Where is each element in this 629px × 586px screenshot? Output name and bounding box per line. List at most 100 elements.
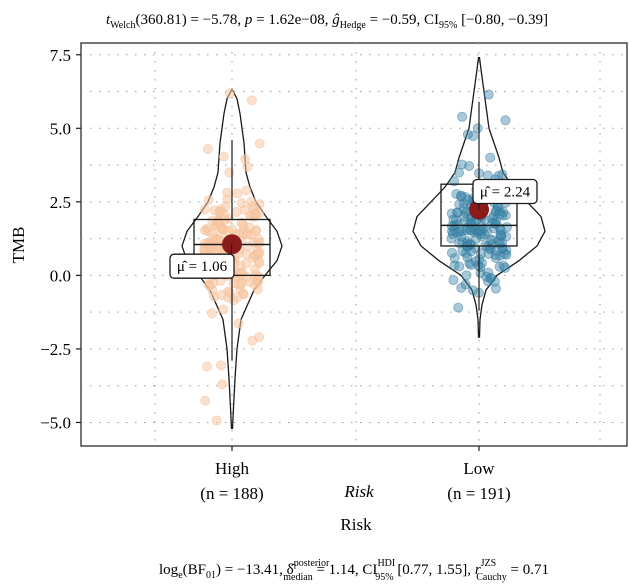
y-tick-label: −2.5: [40, 340, 71, 359]
point-low: [467, 285, 478, 296]
y-tick-label: 0.0: [50, 266, 71, 285]
point-high: [216, 360, 227, 371]
point-high: [207, 308, 218, 319]
point-high: [200, 395, 211, 406]
point-high: [236, 269, 247, 280]
point-high: [199, 204, 210, 215]
point-high: [254, 258, 265, 269]
point-low: [466, 246, 477, 257]
point-high: [202, 143, 213, 154]
x-axis: High (n = 188) Low (n = 191): [200, 446, 511, 503]
point-high: [207, 285, 218, 296]
mean-label-high: μ̂ = 1.06: [177, 259, 228, 275]
point-low: [451, 189, 462, 200]
x-tick-count: (n = 191): [447, 484, 510, 503]
point-low: [490, 253, 501, 264]
point-high: [241, 185, 252, 196]
mean-label-box: [169, 253, 235, 279]
point-high: [211, 415, 222, 426]
point-high: [253, 234, 264, 245]
point-high: [233, 318, 244, 329]
point-high: [223, 286, 234, 297]
x-axis-label: Risk: [340, 515, 372, 534]
point-high: [218, 151, 229, 162]
mean-markers: μ̂ = 1.06 μ̂ = 2.24: [169, 178, 538, 279]
point-high: [222, 187, 233, 198]
violin-low: [412, 57, 546, 338]
mean-label-low: μ̂ = 2.24: [480, 184, 531, 200]
point-high: [246, 196, 257, 207]
point-low: [462, 252, 473, 263]
point-high: [253, 275, 264, 286]
point-low: [461, 270, 472, 281]
point-low: [482, 226, 493, 237]
point-low: [495, 229, 506, 240]
point-high: [231, 206, 242, 217]
point-low: [453, 302, 464, 313]
y-axis: −5.0 −2.5 0.0 2.5 5.0 7.5: [40, 46, 81, 432]
point-high: [241, 258, 252, 269]
point-high: [205, 241, 216, 252]
point-low: [490, 283, 501, 294]
point-high: [250, 209, 261, 220]
x-tick-count: (n = 188): [200, 484, 263, 503]
point-low: [462, 129, 473, 140]
point-low: [483, 89, 494, 100]
point-low: [500, 115, 511, 126]
point-low: [465, 225, 476, 236]
mean-label-box: [472, 178, 538, 205]
y-tick-label: 2.5: [50, 193, 71, 212]
point-low: [476, 258, 487, 269]
point-high: [202, 226, 213, 237]
point-low: [487, 218, 498, 229]
point-high: [224, 88, 235, 99]
point-low: [456, 282, 467, 293]
y-tick-label: 5.0: [50, 119, 71, 138]
chart-subtitle: tWelch(360.81) = −5.78, p = 1.62e−08, ĝ…: [106, 12, 548, 31]
point-low: [497, 237, 508, 248]
point-low: [494, 209, 505, 220]
point-low: [465, 239, 476, 250]
point-low: [483, 267, 494, 278]
point-high: [228, 295, 239, 306]
point-low: [446, 247, 457, 258]
point-low: [458, 203, 469, 214]
point-low: [454, 261, 465, 272]
y-tick-label: 7.5: [50, 46, 71, 65]
point-low: [500, 262, 511, 273]
y-axis-label: TMB: [9, 227, 28, 264]
point-high: [209, 205, 220, 216]
chart-caption: loge(BF01) = −13.41, δ̂posterior median =…: [159, 558, 549, 583]
point-low: [475, 228, 486, 239]
point-high: [246, 95, 257, 106]
x-tick-label: High: [215, 459, 250, 478]
point-low: [454, 167, 465, 178]
point-high: [240, 154, 251, 165]
point-high: [201, 361, 212, 372]
x-tick-label: Low: [463, 459, 495, 478]
point-low: [448, 275, 459, 286]
point-low: [452, 228, 463, 239]
plot-panel: [80, 42, 628, 447]
point-low: [472, 123, 483, 134]
point-low: [485, 152, 496, 163]
point-low: [495, 225, 506, 236]
point-low: [491, 245, 502, 256]
point-high: [244, 222, 255, 233]
point-low: [460, 248, 471, 259]
point-high: [254, 332, 265, 343]
point-high: [236, 198, 247, 209]
point-low: [456, 231, 467, 242]
point-low: [485, 235, 496, 246]
point-high: [217, 379, 228, 390]
point-low: [449, 253, 460, 264]
point-high: [254, 138, 265, 149]
x-axis-inner-label: Risk: [343, 482, 374, 501]
y-tick-label: −5.0: [40, 413, 71, 432]
point-high: [237, 288, 248, 299]
point-high: [244, 276, 255, 287]
point-high: [232, 188, 243, 199]
point-high: [203, 195, 214, 206]
point-high: [218, 304, 229, 315]
